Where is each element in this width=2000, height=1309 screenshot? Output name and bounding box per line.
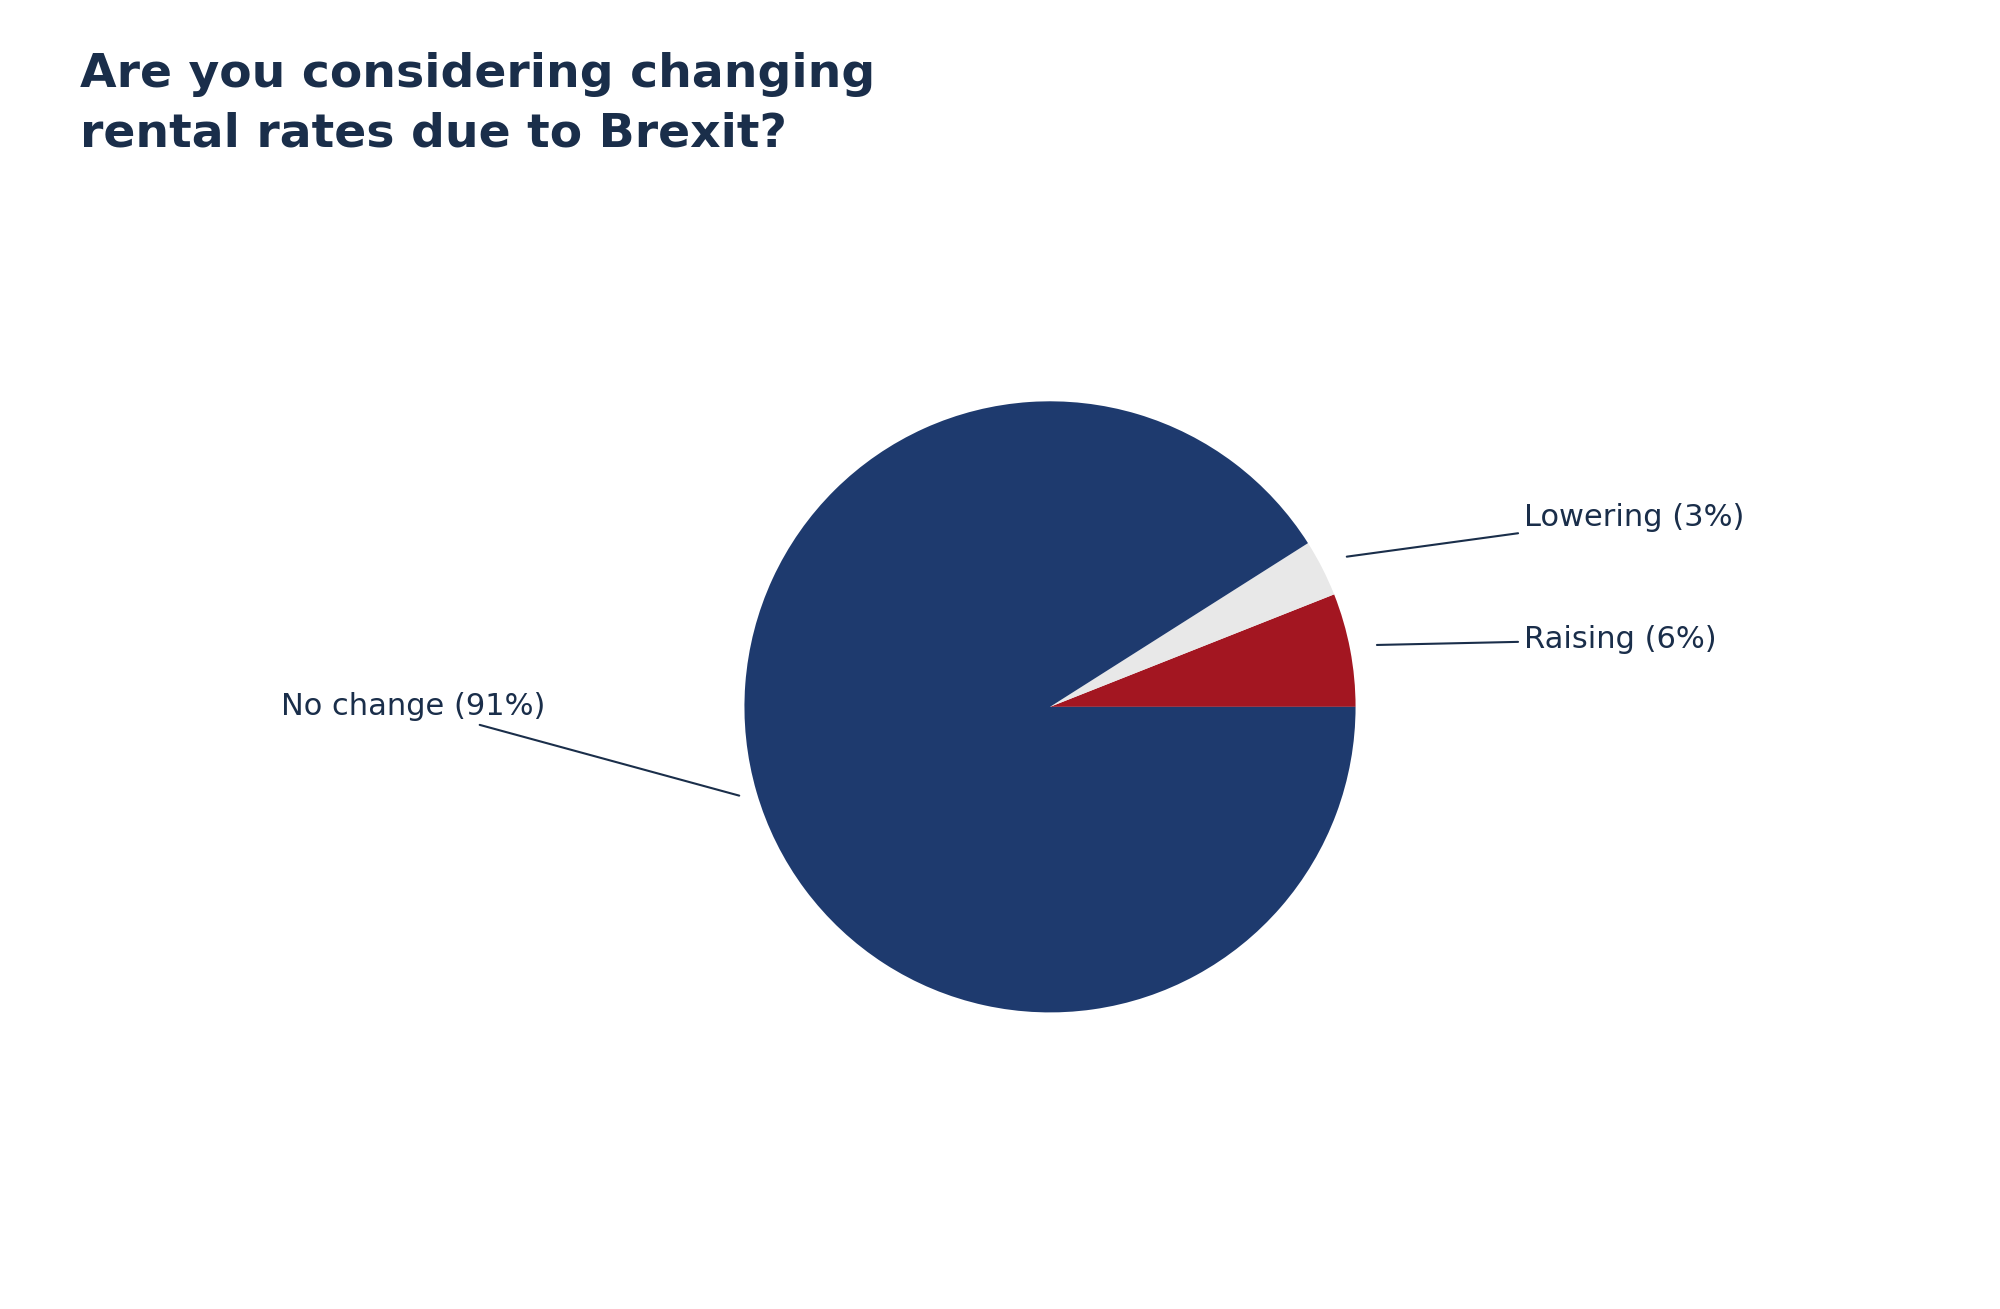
Wedge shape (1050, 594, 1356, 707)
Text: Lowering (3%): Lowering (3%) (1346, 503, 1744, 556)
Wedge shape (1050, 543, 1334, 707)
Wedge shape (744, 402, 1356, 1012)
Text: Are you considering changing
rental rates due to Brexit?: Are you considering changing rental rate… (80, 52, 876, 156)
Text: Raising (6%): Raising (6%) (1376, 626, 1716, 654)
Text: No change (91%): No change (91%) (282, 692, 740, 796)
